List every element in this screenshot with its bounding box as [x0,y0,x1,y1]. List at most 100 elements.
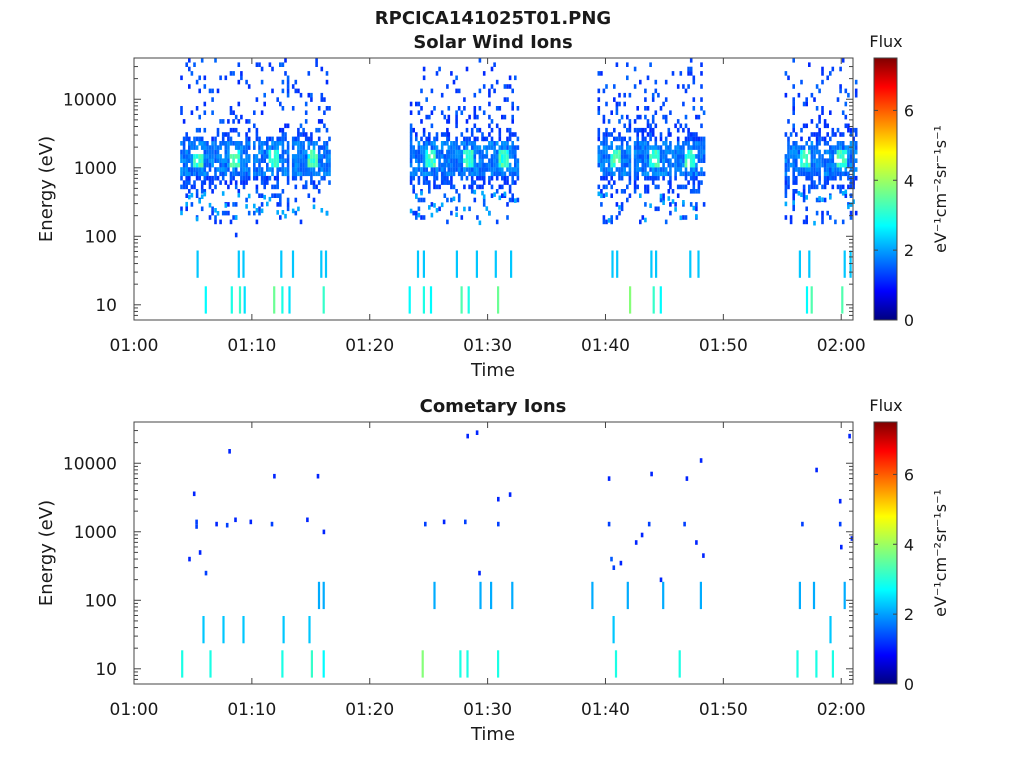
flux-cell [468,141,471,146]
flux-cell [263,141,266,146]
flux-cell [805,167,808,172]
flux-cell [633,66,637,72]
flux-streak [209,650,212,678]
flux-cell [188,189,191,194]
flux-cell [227,119,230,124]
flux-cell [639,149,642,155]
flux-cell [266,167,269,172]
flux-cell [847,204,850,210]
flux-cell [501,167,504,172]
flux-cell [795,132,798,137]
flux-cell [503,114,507,120]
flux-cell [669,184,672,190]
flux-cell [689,71,693,76]
flux-cell [649,145,652,150]
flux-cell [490,162,494,168]
flux-cell [185,132,188,137]
colorbar-tick-label: 0 [904,311,914,330]
flux-cell [626,154,629,159]
flux-cell [789,145,793,150]
flux-cell [702,149,706,155]
flux-cell [687,141,690,146]
x-tick-label: 01:30 [463,336,512,356]
flux-cell [646,149,650,155]
flux-cell [613,171,616,177]
flux-cell [800,167,803,172]
flux-cell [602,215,606,220]
flux-cell [636,127,639,133]
flux-cell [273,158,277,163]
flux-cell [312,141,316,146]
flux-cell [450,154,453,159]
flux-cell [669,210,672,216]
flux-cell [455,149,458,155]
flux-cell [320,154,324,159]
flux-cell [674,123,677,129]
flux-cell [700,180,703,185]
flux-cell [485,149,489,155]
flux-cell [649,167,652,172]
x-tick-label: 01:00 [110,336,159,356]
flux-cell [847,184,850,190]
flux-cell [325,79,329,85]
flux-cell [465,66,469,72]
flux-cell [646,171,650,177]
flux-cell [446,162,449,168]
flux-cell [422,197,426,203]
flux-cell [221,167,225,172]
flux-cell [447,114,451,120]
flux-cell [478,171,482,177]
flux-cell [203,145,207,150]
flux-streak [629,286,632,314]
flux-cell [810,149,814,155]
flux-cell [695,162,698,168]
flux-cell [200,194,204,199]
flux-cell [501,114,504,120]
flux-cell [854,145,858,150]
flux-cell [446,197,449,203]
flux-cell [789,132,793,137]
flux-cell [315,184,318,190]
flux-cell [636,145,639,150]
flux-cell [516,106,520,111]
flux-cell [312,149,316,155]
flux-cell [821,71,824,76]
flux-cell [208,158,212,163]
flux-cell [447,106,451,111]
flux-cell [805,101,808,107]
flux-cell [597,145,601,150]
flux-cell [792,175,795,181]
flux-cell [281,88,285,94]
flux-cell [232,215,235,220]
flux-cell [628,127,632,133]
flux-cell [802,189,806,194]
flux-cell [700,141,703,146]
flux-cell [514,171,517,177]
flux-cell [615,101,619,107]
flux-cell [216,88,220,94]
flux-cell [323,123,326,129]
flux-cell [602,193,606,198]
flux-cell [443,167,447,172]
flux-cell [185,136,188,142]
flux-cell [676,141,680,146]
flux-cell [493,62,496,67]
flux-cell [325,167,329,172]
flux-cell [674,158,677,163]
flux-cell [409,110,413,115]
flux-cell [476,175,479,181]
flux-cell [185,193,188,198]
flux-cell [787,141,790,146]
flux-cell [279,127,282,133]
flux-cell [813,171,816,177]
flux-cell [276,193,279,198]
flux-cell [836,171,840,177]
flux-cell [193,158,196,163]
flux-cell [849,193,853,198]
flux-cell [618,154,621,159]
flux-cell [792,58,795,63]
flux-cell [188,58,191,63]
flux-cell [602,114,606,120]
flux-cell [805,215,808,220]
flux-cell [297,145,300,150]
